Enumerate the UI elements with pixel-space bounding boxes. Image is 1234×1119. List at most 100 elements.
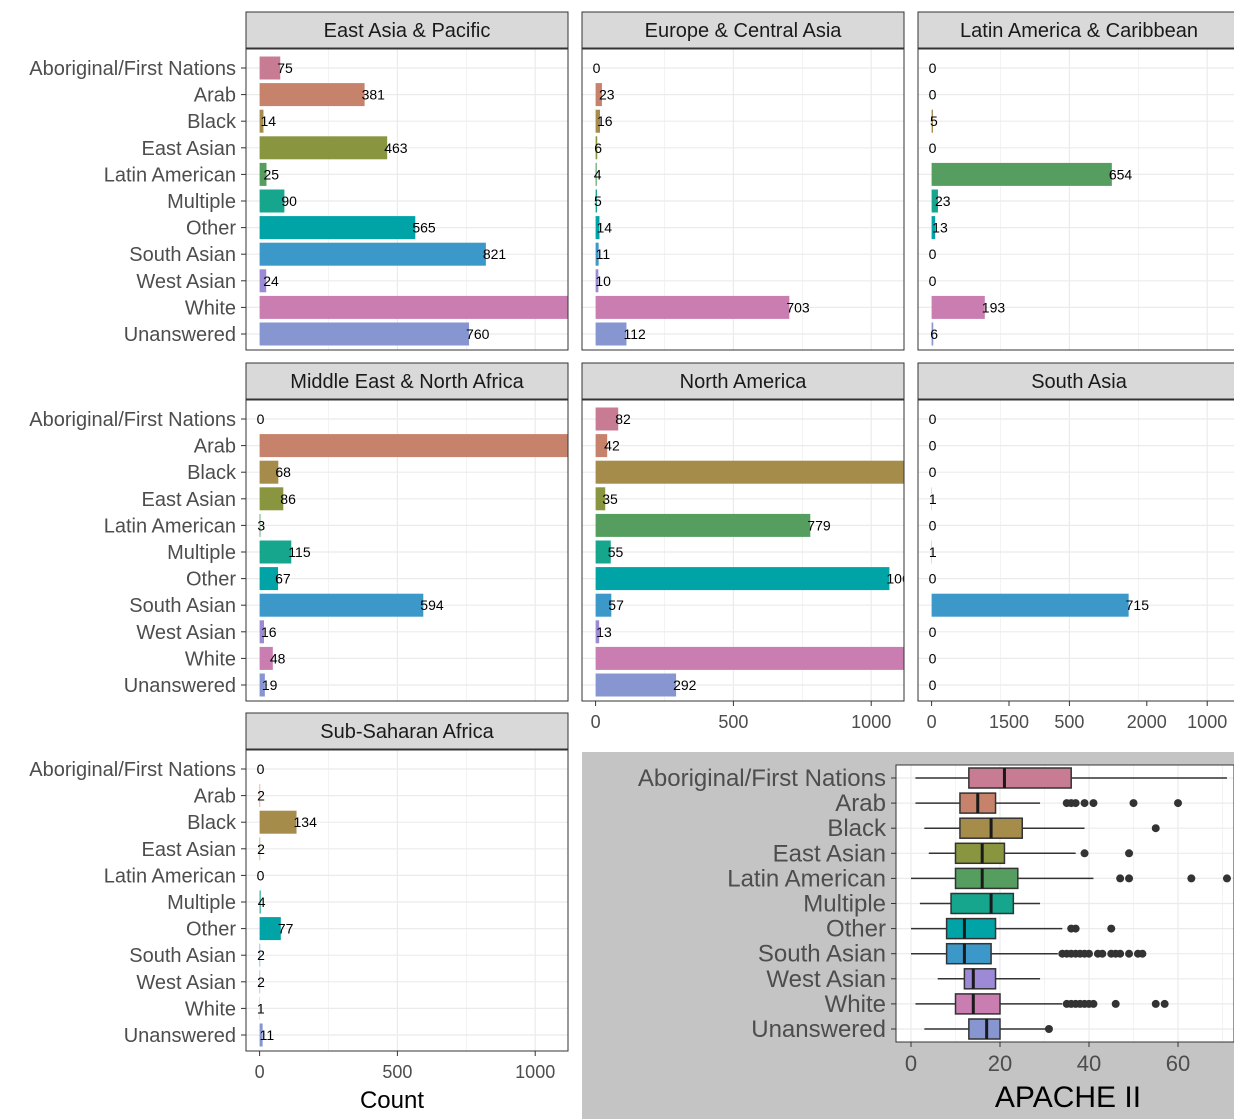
bar-arab (259, 784, 261, 808)
bar-value-label: 86 (280, 491, 296, 507)
bar-white (931, 295, 985, 319)
bar-value-label: 75 (277, 60, 293, 76)
outlier-point (1089, 999, 1098, 1008)
facet-strip (581, 362, 905, 400)
iqr-box (945, 917, 997, 940)
bar-value-label: 1 (929, 544, 937, 560)
bar-value-label: 55 (608, 544, 624, 560)
bar-arab (259, 83, 365, 107)
x-tick-label: 500 (1054, 712, 1084, 732)
category-label: Unanswered (124, 675, 236, 697)
bar-value-label: 0 (929, 273, 937, 289)
bar-white (595, 646, 904, 670)
boxplot-category-label: South Asian (758, 941, 886, 968)
facet-sub-saharan-africa: Sub-Saharan Africa021342047722111Aborigi… (29, 712, 831, 1082)
bar-value-label: 68 (275, 464, 291, 480)
bar-multiple (259, 189, 285, 213)
x-tick-label: 1000 (1187, 712, 1227, 732)
bar-value-label: 0 (929, 464, 937, 480)
bar-value-label: 25 (263, 166, 279, 182)
x-tick-label: 0 (591, 712, 601, 732)
category-label: West Asian (136, 271, 236, 293)
bar-multiple (259, 540, 292, 564)
facet-title: Middle East & North Africa (290, 371, 524, 393)
bar-value-label: 13 (596, 624, 612, 640)
box-aboriginal-first-nations (915, 767, 1227, 789)
bar-value-label: 0 (593, 60, 601, 76)
outlier-point (1160, 999, 1169, 1008)
category-label: Aboriginal/First Nations (29, 58, 236, 80)
facet-panel (918, 400, 1234, 701)
bar-black (259, 460, 279, 484)
bar-south-asian (259, 242, 486, 266)
bar-value-label: 4 (258, 894, 266, 910)
facet-north-america: North America824212123577955106657131999… (581, 362, 1167, 732)
facet-border (245, 399, 569, 702)
category-label: Aboriginal/First Nations (29, 409, 236, 431)
boxplot-category-label: Aboriginal/First Nations (638, 765, 886, 792)
bar-aboriginal-first-nations (259, 56, 281, 80)
bar-value-label: 2 (257, 947, 265, 963)
bar-latin-american (595, 513, 811, 537)
category-label: Unanswered (124, 1025, 236, 1047)
outlier-point (1125, 874, 1134, 883)
category-label: East Asian (141, 489, 236, 511)
count-axis-title: Count (360, 1087, 424, 1114)
outlier-point (1116, 874, 1125, 883)
facet-south-asia: South Asia 0 0 0 1 0 1 0 715 0 0 0 0 500 1000 1500 2000 (917, 362, 1234, 732)
bar-multiple (259, 890, 261, 914)
bar-value-label: 0 (929, 87, 937, 103)
facet-title: Latin America & Caribbean (960, 20, 1198, 42)
category-label: West Asian (136, 972, 236, 994)
iqr-box (968, 1018, 1001, 1040)
bar-south-asian (931, 593, 1129, 617)
bar-value-label: 67 (275, 571, 291, 587)
bar-black (595, 109, 601, 133)
bar-value-label: 654 (1109, 166, 1133, 182)
iqr-box (968, 767, 1072, 789)
category-label: Arab (194, 786, 236, 808)
boxplot-category-label: White (825, 991, 886, 1018)
boxplot-category-label: Unanswered (751, 1016, 886, 1043)
facet-border (245, 749, 569, 1052)
boxplot-category-label: East Asian (773, 840, 886, 867)
bar-value-label: 82 (615, 411, 631, 427)
outlier-point (1116, 949, 1125, 958)
bar-value-label: 0 (257, 411, 265, 427)
bar-value-label: 715 (1126, 597, 1150, 613)
bar-value-label: 13 (932, 220, 948, 236)
bar-black (259, 109, 264, 133)
bar-value-label: 42 (604, 438, 620, 454)
bar-value-label: 24 (263, 273, 279, 289)
facet-border (917, 48, 1234, 351)
outlier-point (1071, 799, 1080, 808)
boxplot-category-label: West Asian (766, 966, 886, 993)
bar-east-asian (259, 837, 261, 861)
facet-plot-area: 0 0 5 0 654 23 13 0 0 193 6 (918, 49, 1234, 350)
box-multiple (919, 892, 1041, 915)
bar-unanswered (931, 322, 934, 346)
bar-unanswered (259, 673, 265, 697)
outlier-point (1107, 924, 1116, 933)
bar-value-label: 0 (929, 571, 937, 587)
boxplot-x-tick-label: 20 (988, 1051, 1012, 1076)
box-black (924, 817, 1160, 839)
bar-east-asian (259, 487, 284, 511)
bar-value-label: 0 (929, 517, 937, 533)
x-tick-label: 1000 (851, 712, 891, 732)
iqr-box (954, 867, 1019, 890)
bar-value-label: 565 (412, 220, 436, 236)
outlier-point (1151, 999, 1160, 1008)
facet-title: East Asia & Pacific (324, 20, 491, 42)
outlier-point (1111, 999, 1120, 1008)
bar-arab (259, 434, 568, 458)
bar-value-label: 0 (257, 761, 265, 777)
facet-strip (581, 11, 905, 49)
bar-value-label: 6 (930, 326, 938, 342)
category-label: Black (187, 111, 237, 133)
facet-panel (246, 750, 568, 1051)
category-label: South Asian (129, 244, 236, 266)
category-label: Multiple (167, 191, 236, 213)
bar-value-label: 23 (599, 87, 615, 103)
